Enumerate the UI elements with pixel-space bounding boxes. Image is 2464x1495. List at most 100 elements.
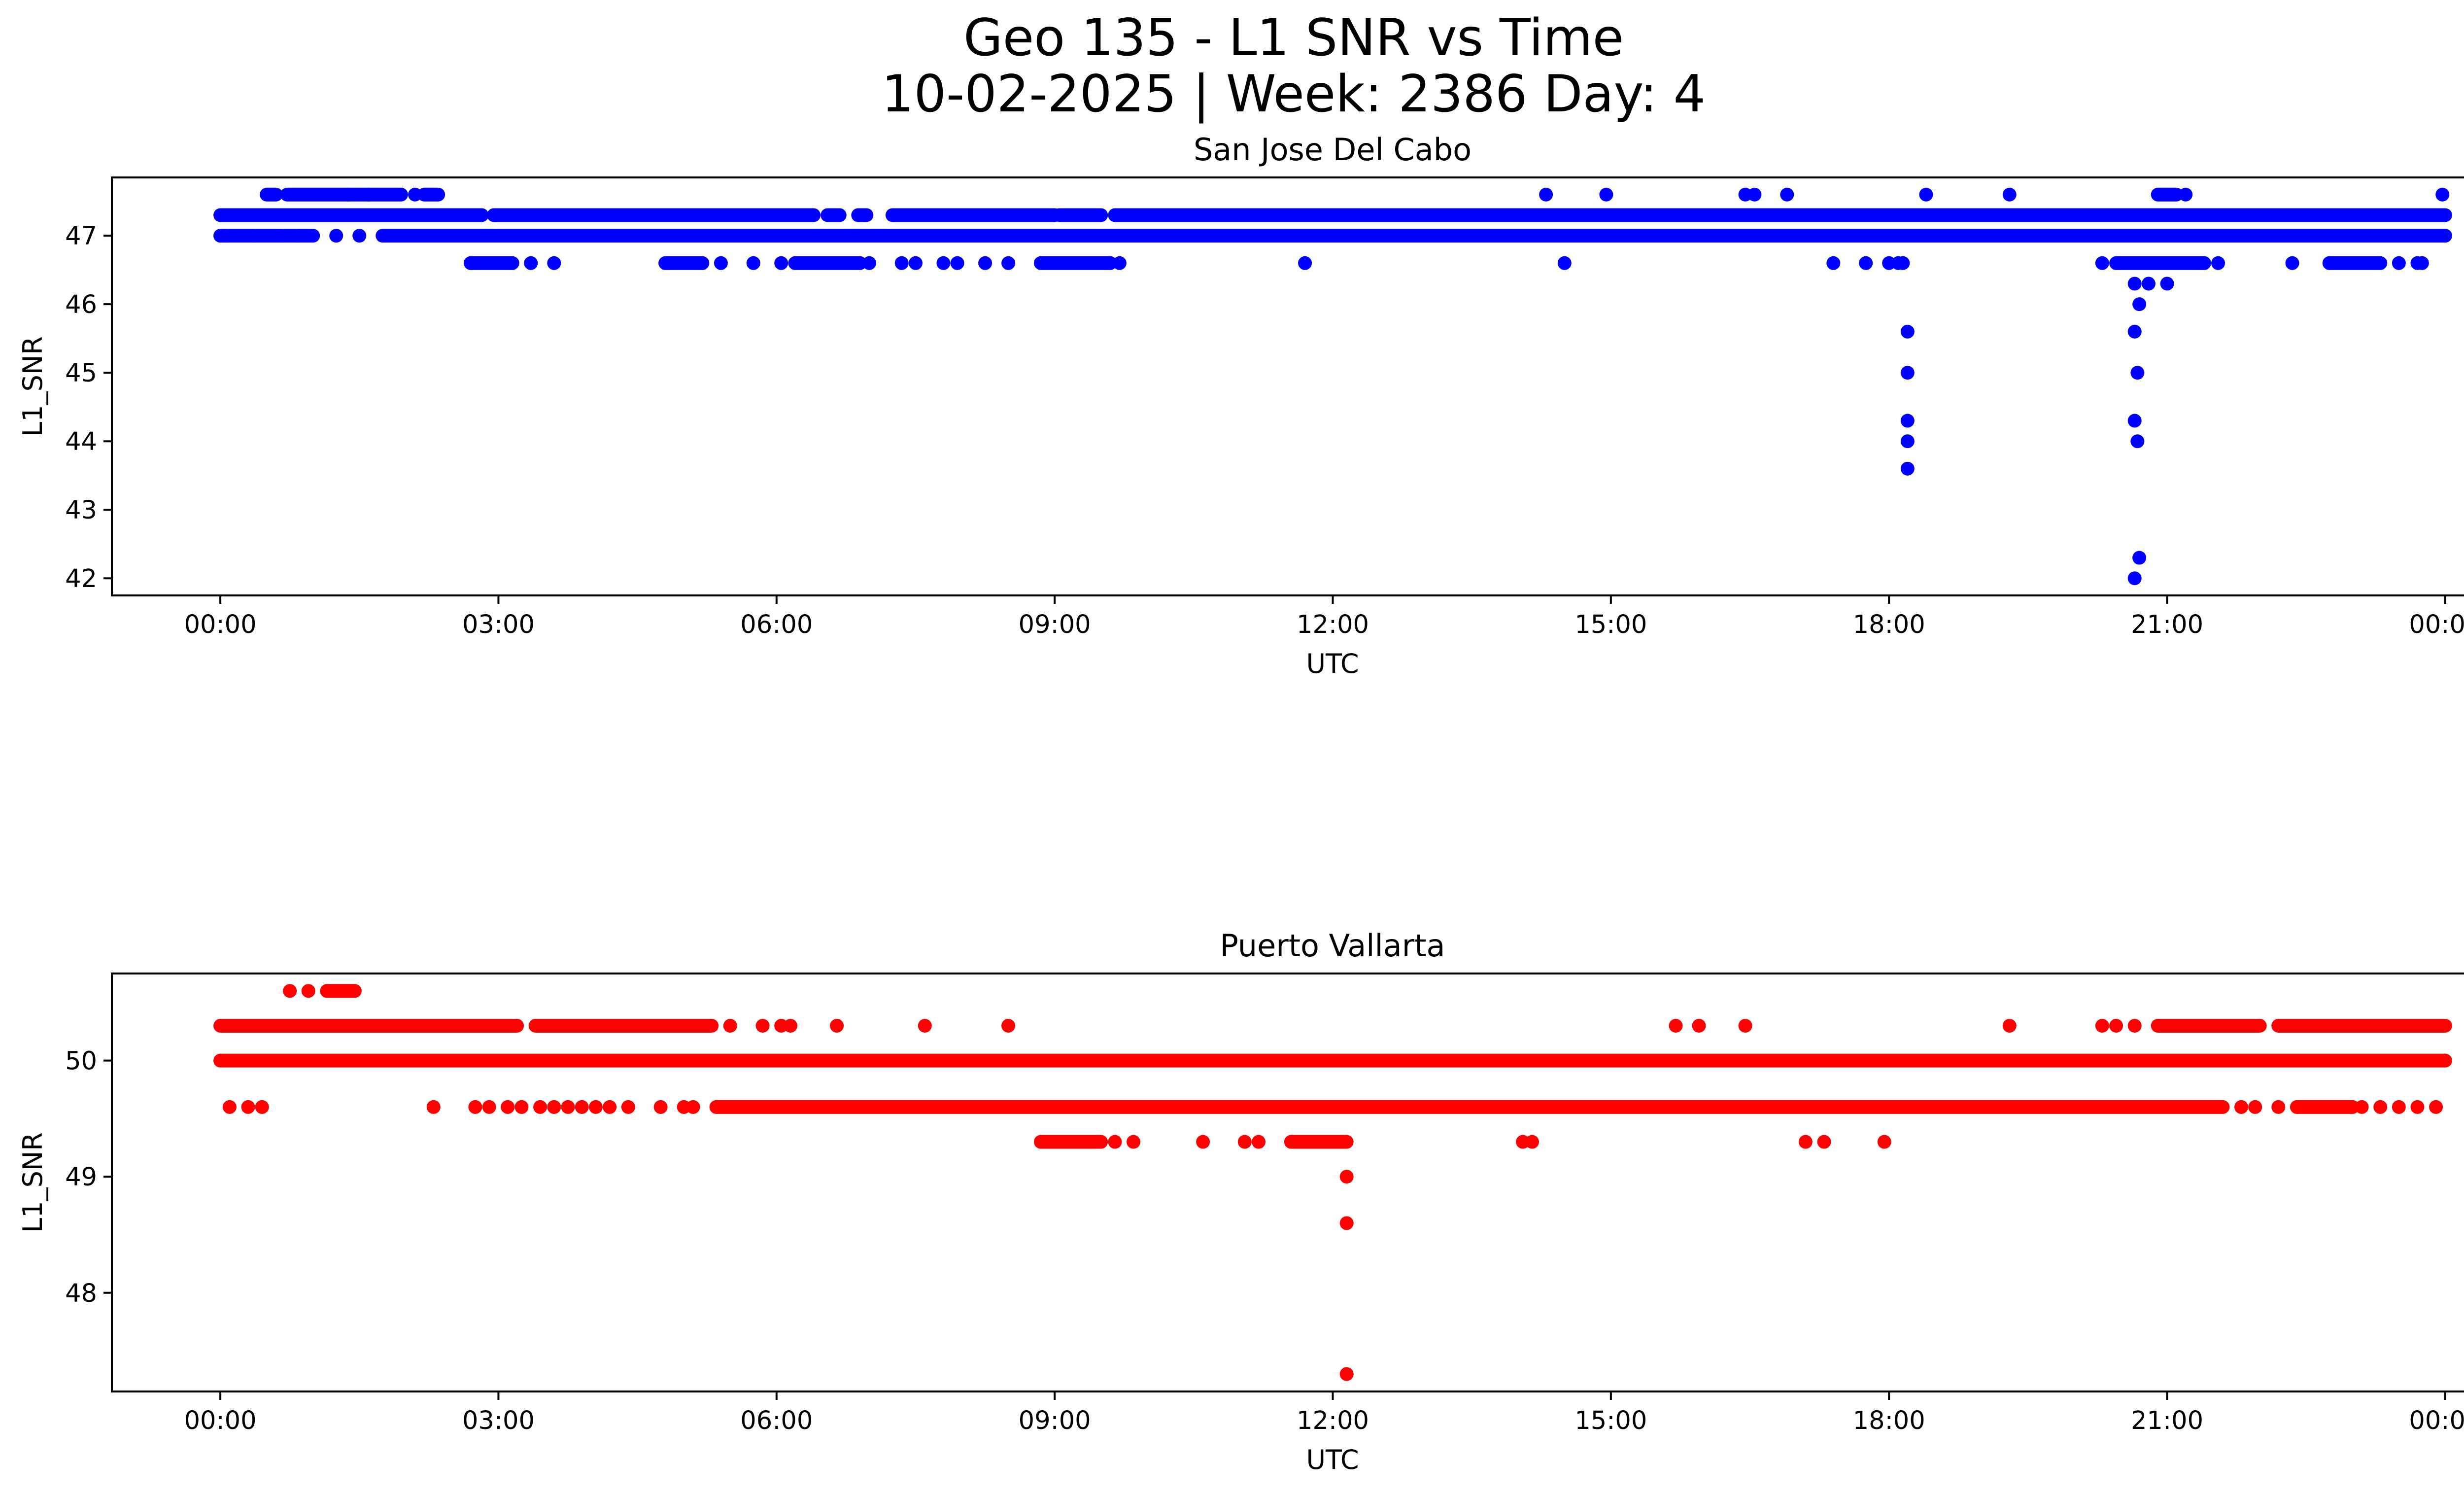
data-point bbox=[1112, 256, 1127, 270]
data-point bbox=[1859, 256, 1873, 270]
data-point bbox=[653, 1100, 668, 1114]
data-point bbox=[714, 256, 728, 270]
data-point bbox=[2127, 414, 2142, 428]
y-axis-label: L1_SNR bbox=[17, 336, 48, 437]
y-tick-label: 45 bbox=[65, 359, 97, 388]
data-point bbox=[501, 1100, 515, 1114]
data-point bbox=[547, 1100, 561, 1114]
chart-puerto-vallarta: Puerto Vallarta 00:00 03:00 06:00 09:00 12:0… bbox=[17, 928, 2464, 1475]
data-point bbox=[862, 256, 876, 270]
plot-frame bbox=[111, 973, 2464, 1392]
data-point bbox=[588, 1100, 603, 1114]
data-point bbox=[362, 187, 376, 202]
data-point bbox=[1001, 1019, 1016, 1033]
data-point bbox=[1339, 1216, 1354, 1230]
data-point bbox=[1817, 1135, 1831, 1149]
data-point bbox=[514, 1100, 529, 1114]
data-point bbox=[547, 256, 561, 270]
data-point bbox=[1877, 1135, 1891, 1149]
data-point bbox=[2285, 256, 2299, 270]
data-point bbox=[426, 1100, 441, 1114]
data-point bbox=[2095, 1019, 2109, 1033]
x-tick-label: 21:00 bbox=[2131, 610, 2203, 639]
data-point bbox=[341, 187, 355, 202]
data-point bbox=[1108, 1135, 1122, 1149]
data-point bbox=[2248, 1100, 2262, 1114]
data-point bbox=[1900, 461, 1915, 476]
data-point bbox=[482, 1100, 496, 1114]
y-tick-label: 48 bbox=[65, 1279, 97, 1308]
data-point bbox=[2392, 1100, 2406, 1114]
chart-title: Puerto Vallarta bbox=[1220, 928, 1445, 964]
data-point bbox=[1900, 414, 1915, 428]
data-point bbox=[2373, 1100, 2388, 1114]
chart-title: San Jose Del Cabo bbox=[1194, 132, 1472, 168]
x-tick-label: 15:00 bbox=[1574, 610, 1647, 639]
data-point bbox=[2127, 277, 2142, 291]
data-point bbox=[292, 229, 306, 243]
data-point bbox=[603, 1100, 617, 1114]
data-point bbox=[218, 229, 232, 243]
data-point bbox=[1237, 1135, 1252, 1149]
data-point bbox=[1539, 187, 1553, 202]
data-point bbox=[255, 1100, 269, 1114]
data-point bbox=[408, 187, 422, 202]
data-point bbox=[908, 256, 923, 270]
data-point bbox=[1252, 1135, 1266, 1149]
x-tick-label: 03:00 bbox=[462, 610, 535, 639]
data-point bbox=[1900, 366, 1915, 380]
y-tick-label: 50 bbox=[65, 1047, 97, 1076]
x-axis-label: UTC bbox=[1306, 648, 1359, 679]
data-point bbox=[950, 256, 964, 270]
x-tick-label: 00:00 bbox=[2409, 610, 2464, 639]
data-point bbox=[2271, 1100, 2286, 1114]
data-point bbox=[1557, 256, 1572, 270]
data-point bbox=[2127, 571, 2142, 586]
data-point bbox=[784, 1019, 798, 1033]
data-point bbox=[2109, 1019, 2123, 1033]
data-point bbox=[1780, 187, 1794, 202]
data-point bbox=[1798, 1135, 1813, 1149]
x-axis-label: UTC bbox=[1306, 1444, 1359, 1475]
data-point bbox=[2429, 1100, 2443, 1114]
x-tick-label: 18:00 bbox=[1853, 1406, 1925, 1435]
data-point bbox=[2095, 256, 2109, 270]
data-point bbox=[1339, 1170, 1354, 1184]
y-tick-label: 44 bbox=[65, 427, 97, 456]
data-point bbox=[621, 1100, 635, 1114]
data-point bbox=[2132, 551, 2147, 565]
data-point bbox=[1919, 187, 1933, 202]
data-point bbox=[468, 1100, 482, 1114]
data-point bbox=[1826, 256, 1841, 270]
data-point bbox=[894, 256, 909, 270]
data-point bbox=[2160, 277, 2174, 291]
data-point bbox=[1747, 187, 1762, 202]
data-point bbox=[352, 229, 367, 243]
data-point bbox=[1127, 1135, 1141, 1149]
data-point bbox=[723, 1019, 737, 1033]
figure-title-line1: Geo 135 - L1 SNR vs Time bbox=[963, 8, 1624, 68]
data-point bbox=[2130, 434, 2145, 449]
data-point bbox=[533, 1100, 548, 1114]
x-tick-label: 06:00 bbox=[740, 1406, 813, 1435]
data-point bbox=[2211, 256, 2225, 270]
data-point bbox=[1669, 1019, 1683, 1033]
data-point bbox=[746, 256, 760, 270]
x-tick-label: 03:00 bbox=[462, 1406, 535, 1435]
data-point bbox=[1896, 256, 1910, 270]
y-tick-label: 49 bbox=[65, 1163, 97, 1192]
data-point bbox=[2179, 187, 2193, 202]
data-point bbox=[978, 256, 992, 270]
x-tick-label: 09:00 bbox=[1019, 1406, 1091, 1435]
x-tick-label: 00:00 bbox=[2409, 1406, 2464, 1435]
data-point bbox=[686, 1100, 700, 1114]
x-tick-label: 09:00 bbox=[1019, 610, 1091, 639]
data-point bbox=[575, 1100, 589, 1114]
data-point bbox=[2132, 297, 2147, 312]
data-point bbox=[1692, 1019, 1706, 1033]
data-point bbox=[274, 229, 288, 243]
data-point bbox=[1900, 434, 1915, 449]
data-point bbox=[774, 256, 788, 270]
data-point bbox=[918, 1019, 932, 1033]
